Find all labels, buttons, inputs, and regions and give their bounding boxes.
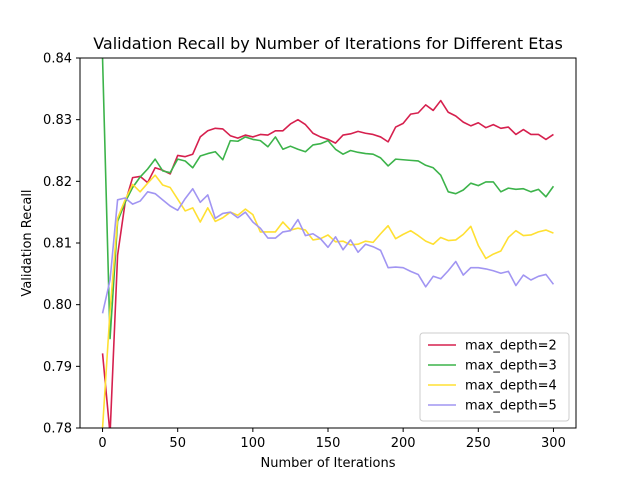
x-tick-label: 50 <box>169 436 186 451</box>
series-line-4 <box>101 187 555 314</box>
legend-label-1: max_depth=2 <box>465 339 557 354</box>
x-tick-label: 250 <box>466 436 491 451</box>
y-tick-label: 0.78 <box>43 422 72 437</box>
x-tick-label: 100 <box>240 436 265 451</box>
series-line-3 <box>101 174 554 428</box>
chart-title: Validation Recall by Number of Iteration… <box>93 34 563 53</box>
y-tick-label: 0.84 <box>43 52 72 67</box>
y-axis-label: Validation Recall <box>20 189 35 296</box>
plot-lines <box>101 58 555 428</box>
x-tick-label: 300 <box>541 436 566 451</box>
x-tick-label: 200 <box>391 436 416 451</box>
series-line-2 <box>101 58 555 340</box>
y-tick-label: 0.80 <box>43 298 72 313</box>
legend-box <box>419 332 570 422</box>
series-line-1 <box>101 99 554 428</box>
y-tick-label: 0.83 <box>43 113 72 128</box>
y-tick-label: 0.82 <box>43 175 72 190</box>
x-axis: 0 50 100 150 200 250 300 <box>98 428 566 451</box>
y-tick-label: 0.79 <box>43 360 72 375</box>
y-axis: 0.78 0.79 0.80 0.81 0.82 0.83 0.84 <box>43 52 80 437</box>
legend-label-2: max_depth=3 <box>465 359 557 374</box>
legend: max_depth=2 max_depth=3 max_depth=4 max_dep… <box>419 332 570 422</box>
x-axis-label: Number of Iterations <box>261 456 396 471</box>
y-tick-label: 0.81 <box>43 237 72 252</box>
x-tick-label: 150 <box>316 436 341 451</box>
x-tick-label: 0 <box>98 436 106 451</box>
legend-label-4: max_depth=5 <box>465 399 557 414</box>
legend-label-3: max_depth=4 <box>465 379 557 394</box>
